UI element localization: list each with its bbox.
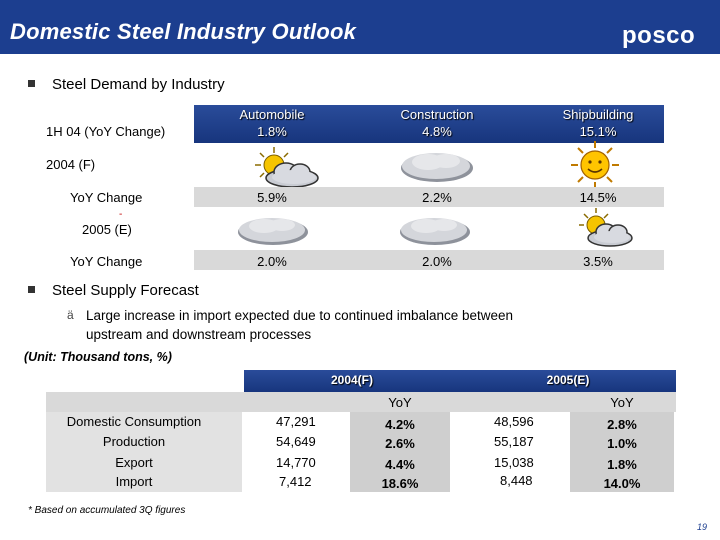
automobile-h1-value: 1.8% [257,124,287,139]
row-2004-value: 54,649 [276,434,316,449]
col-2005-header: 2005(E) [546,373,590,387]
demand-header-band [194,105,664,143]
supply-header-band [244,370,676,392]
yoy-2005-band [194,250,664,270]
yoy-2004-band [194,187,664,207]
construction-2005-yoy: 2.0% [422,254,452,269]
row-2005-value: 55,187 [494,434,534,449]
yoy-2004-label: YoY Change [70,190,143,205]
page-title: Domestic Steel Industry Outlook [10,19,357,44]
row-2004-value: 14,770 [276,455,316,470]
row-2004-yoy: 18.6% [381,476,419,491]
row-2004-yoy: 4.2% [385,417,415,432]
supply-text-line2: upstream and downstream processes [86,327,312,342]
posco-logo: posco [622,22,696,49]
row-label: Production [102,434,166,449]
sun-behind-cloud-icon [255,147,319,188]
supply-heading: Steel Supply Forecast [52,282,199,299]
yoy-2004-subheader: YoY [388,395,412,410]
col-2004-header: 2004(F) [330,373,374,387]
row-label: Domestic Consumption [66,414,202,429]
row-2005-value: 48,596 [494,414,534,429]
shipbuilding-2004-yoy: 14.5% [579,190,617,205]
row-2005-value: 15,038 [494,455,534,470]
smiling-sun-icon [571,141,619,189]
row-2004-yoy: 2.6% [385,436,415,451]
automobile-2005-yoy: 2.0% [257,254,287,269]
construction-header: Construction [400,107,474,122]
page-number: 19 [697,522,708,532]
title-bar: Domestic Steel Industry Outlook posco [0,0,720,54]
row-label-band [46,412,242,492]
footnote: * Based on accumulated 3Q figures [28,505,186,516]
period-2004-label: 2004 (F) [46,157,96,172]
construction-h1-value: 4.8% [422,124,452,139]
yoy-2005-band [570,412,674,492]
yoy-2004-band [350,412,450,492]
unit-note: (Unit: Thousand tons, %) [24,350,172,364]
supply-text-line1: Large increase in import expected due to… [86,308,514,323]
yoy-2005-label: YoY Change [70,254,143,269]
bullet-icon [28,80,35,87]
demand-heading: Steel Demand by Industry [52,76,225,93]
cloud-icon [400,218,470,245]
construction-2004-yoy: 2.2% [422,190,452,205]
row-2005-yoy: 1.8% [607,457,637,472]
supply-subheader-band [46,392,676,412]
shipbuilding-h1-value: 15.1% [579,124,617,139]
row-2005-yoy: 14.0% [603,476,641,491]
cloud-icon [401,153,473,182]
cloud-icon [238,218,308,245]
period-2005-label: 2005 (E) [82,222,132,237]
row-2004-yoy: 4.4% [385,457,415,472]
row-2004-value: 7,412 [279,474,312,489]
row-label: Export [115,455,153,470]
yoy-2005-subheader: YoY [610,395,634,410]
shipbuilding-2005-yoy: 3.5% [583,254,613,269]
sub-bullet-icon: ä [67,308,74,322]
sun-behind-cloud-icon [579,208,633,247]
row-2005-value: 8,448 [500,473,533,488]
row-2005-yoy: 2.8% [607,417,637,432]
shipbuilding-header: Shipbuilding [562,107,634,122]
row-2004-value: 47,291 [276,414,316,429]
row-label: Import [115,474,153,489]
automobile-header: Automobile [239,107,305,122]
dash-mark: - [119,209,123,220]
bullet-icon [28,286,35,293]
h1-row-label: 1H 04 (YoY Change) [46,124,166,139]
row-2005-yoy: 1.0% [607,436,637,451]
automobile-2004-yoy: 5.9% [257,190,287,205]
